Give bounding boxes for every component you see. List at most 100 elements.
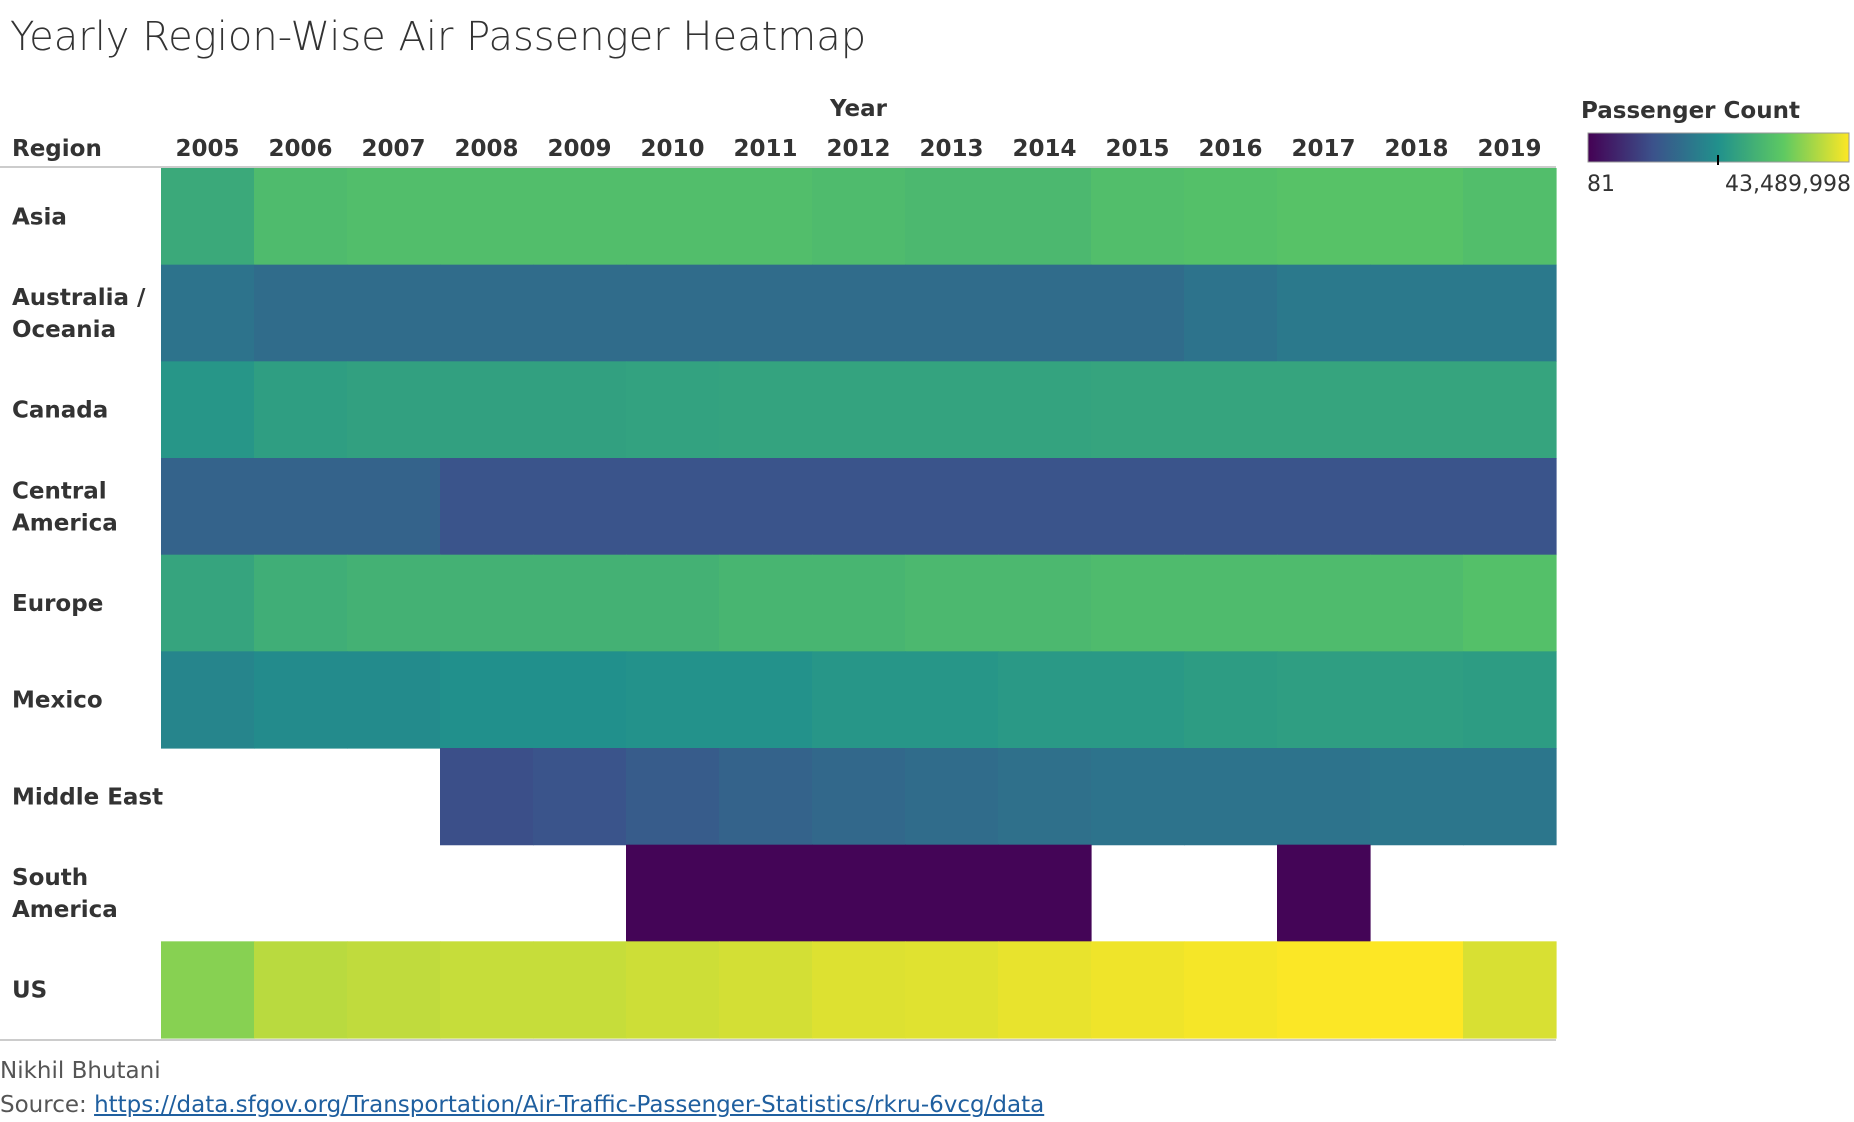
heatmap-cell-middle-east-2009	[533, 748, 627, 846]
heatmap-cell-mexico-2016	[1184, 651, 1278, 749]
heatmap-cell-europe-2010	[626, 554, 720, 652]
heatmap-cell-central-america-2005	[161, 458, 255, 556]
heatmap-cell-central-america-2014	[998, 458, 1092, 556]
heatmap-cell-middle-east-2017	[1277, 748, 1371, 846]
heatmap-cell-asia-2018	[1370, 168, 1464, 266]
year-tick-label-2007: 2007	[361, 136, 425, 162]
year-tick-label-2010: 2010	[640, 136, 704, 162]
heatmap-cell-central-america-2013	[905, 458, 999, 556]
heatmap-cell-middle-east-2018	[1370, 748, 1464, 846]
legend-min-label: 81	[1587, 172, 1615, 197]
heatmap-cell-south-america-2014	[998, 844, 1092, 942]
heatmap-cell-us-2012	[812, 941, 906, 1039]
heatmap-cell-canada-2011	[719, 361, 813, 459]
heatmap-cell-central-america-2019	[1463, 458, 1557, 556]
heatmap-cell-mexico-2018	[1370, 651, 1464, 749]
heatmap-cell-middle-east-2016	[1184, 748, 1278, 846]
region-tick-label-middle-east: Middle East	[12, 784, 163, 810]
heatmap-cell-us-2008	[440, 941, 534, 1039]
year-tick-label-2008: 2008	[454, 136, 518, 162]
heatmap-cell-central-america-2009	[533, 458, 627, 556]
heatmap-cell-europe-2005	[161, 554, 255, 652]
heatmap-cell-australia-oceania-2018	[1370, 264, 1464, 362]
heatmap-cell-australia-oceania-2014	[998, 264, 1092, 362]
heatmap-cell-canada-2010	[626, 361, 720, 459]
heatmap-cell-asia-2008	[440, 168, 534, 266]
heatmap-cell-europe-2007	[347, 554, 441, 652]
heatmap-cell-europe-2014	[998, 554, 1092, 652]
heatmap-cell-us-2010	[626, 941, 720, 1039]
heatmap-cell-middle-east-2011	[719, 748, 813, 846]
heatmap-cell-asia-2013	[905, 168, 999, 266]
heatmap-cell-central-america-2008	[440, 458, 534, 556]
footer-source-link[interactable]: https://data.sfgov.org/Transportation/Ai…	[94, 1092, 1045, 1118]
heatmap-cell-europe-2016	[1184, 554, 1278, 652]
heatmap-cell-us-2019	[1463, 941, 1557, 1039]
heatmap-cell-europe-2013	[905, 554, 999, 652]
footer-author: Nikhil Bhutani	[0, 1058, 161, 1084]
heatmap-cell-central-america-2018	[1370, 458, 1464, 556]
heatmap-cell-asia-2006	[254, 168, 348, 266]
heatmap-cell-asia-2009	[533, 168, 627, 266]
year-tick-label-2006: 2006	[268, 136, 332, 162]
heatmap-cell-central-america-2010	[626, 458, 720, 556]
heatmap-cell-mexico-2013	[905, 651, 999, 749]
heatmap-cell-europe-2018	[1370, 554, 1464, 652]
heatmap-cell-canada-2015	[1091, 361, 1185, 459]
heatmap-cell-mexico-2008	[440, 651, 534, 749]
heatmap-cell-us-2009	[533, 941, 627, 1039]
heatmap-cell-middle-east-2014	[998, 748, 1092, 846]
heatmap-cell-south-america-2012	[812, 844, 906, 942]
heatmap-cell-central-america-2012	[812, 458, 906, 556]
region-tick-label-asia: Asia	[12, 204, 67, 230]
year-tick-label-2015: 2015	[1105, 136, 1169, 162]
legend-title: Passenger Count	[1581, 98, 1800, 124]
heatmap-cell-south-america-2017	[1277, 844, 1371, 942]
heatmap-cell-australia-oceania-2011	[719, 264, 813, 362]
heatmap-cell-central-america-2016	[1184, 458, 1278, 556]
heatmap-cell-mexico-2012	[812, 651, 906, 749]
heatmap-cell-central-america-2006	[254, 458, 348, 556]
heatmap-cell-south-america-2011	[719, 844, 813, 942]
heatmap-cell-australia-oceania-2019	[1463, 264, 1557, 362]
heatmap-cell-south-america-2010	[626, 844, 720, 942]
heatmap-cell-europe-2008	[440, 554, 534, 652]
heatmap-cell-mexico-2019	[1463, 651, 1557, 749]
legend-max-label: 43,489,998	[1725, 172, 1851, 197]
heatmap-cell-mexico-2007	[347, 651, 441, 749]
region-tick-label-mexico: Mexico	[12, 688, 103, 714]
heatmap-cell-australia-oceania-2007	[347, 264, 441, 362]
heatmap-cell-australia-oceania-2005	[161, 264, 255, 362]
year-tick-label-2017: 2017	[1291, 136, 1355, 162]
heatmap-cell-middle-east-2012	[812, 748, 906, 846]
heatmap-cell-asia-2005	[161, 168, 255, 266]
heatmap-cell-australia-oceania-2012	[812, 264, 906, 362]
heatmap-cell-central-america-2007	[347, 458, 441, 556]
heatmap-cell-central-america-2015	[1091, 458, 1185, 556]
year-tick-label-2012: 2012	[826, 136, 890, 162]
heatmap-cell-us-2011	[719, 941, 813, 1039]
heatmap-cell-asia-2012	[812, 168, 906, 266]
heatmap-cell-europe-2011	[719, 554, 813, 652]
region-tick-label-europe: Europe	[12, 591, 103, 617]
heatmap-cell-canada-2018	[1370, 361, 1464, 459]
heatmap-cell-us-2018	[1370, 941, 1464, 1039]
heatmap-cell-canada-2017	[1277, 361, 1371, 459]
heatmap-cell-asia-2016	[1184, 168, 1278, 266]
heatmap-cell-us-2007	[347, 941, 441, 1039]
year-tick-label-2009: 2009	[547, 136, 611, 162]
heatmap-cell-australia-oceania-2009	[533, 264, 627, 362]
heatmap-cell-asia-2014	[998, 168, 1092, 266]
heatmap-cell-canada-2006	[254, 361, 348, 459]
heatmap-cell-europe-2017	[1277, 554, 1371, 652]
heatmap-cell-australia-oceania-2008	[440, 264, 534, 362]
heatmap-cell-canada-2009	[533, 361, 627, 459]
heatmap-cell-south-america-2013	[905, 844, 999, 942]
chart-title: Yearly Region-Wise Air Passenger Heatmap	[10, 14, 867, 60]
heatmap-cell-us-2014	[998, 941, 1092, 1039]
heatmap-cell-mexico-2010	[626, 651, 720, 749]
region-tick-label-australia-oceania: Australia / Oceania	[12, 285, 146, 343]
heatmap-cell-europe-2009	[533, 554, 627, 652]
year-tick-label-2011: 2011	[733, 136, 797, 162]
year-tick-label-2016: 2016	[1198, 136, 1262, 162]
